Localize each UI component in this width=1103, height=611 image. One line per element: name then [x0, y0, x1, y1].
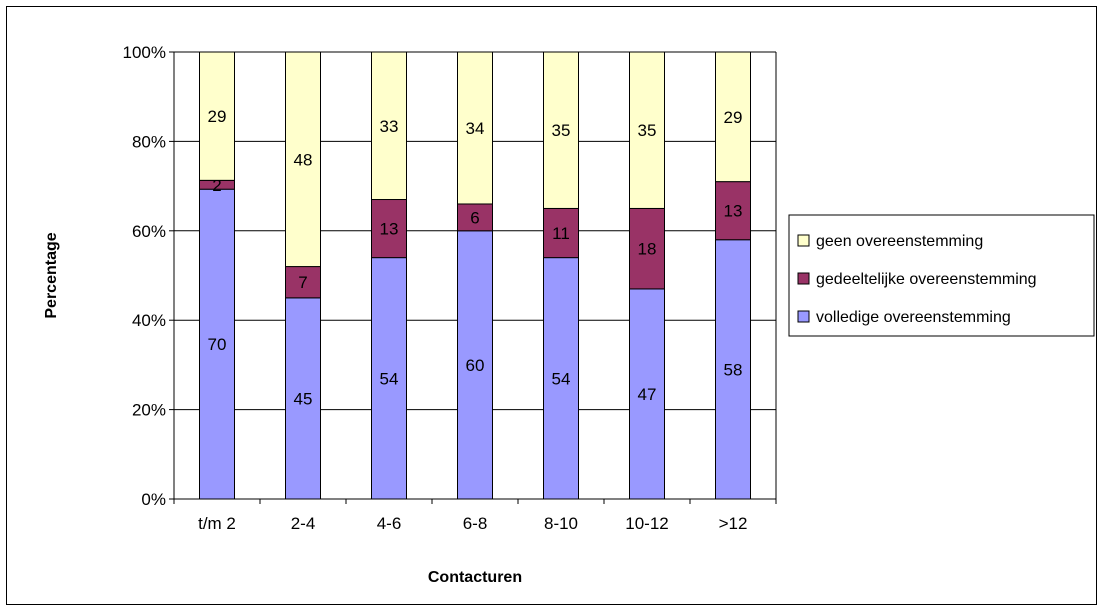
bar-segment — [285, 266, 321, 299]
bar-segment — [199, 51, 235, 181]
legend-swatch — [797, 310, 810, 323]
x-tick-label: 10-12 — [625, 514, 668, 533]
legend-box — [788, 214, 1095, 337]
legend-swatch — [797, 272, 810, 285]
data-label: 60 — [466, 356, 485, 375]
bar-segment — [371, 257, 407, 500]
data-label: 33 — [380, 117, 399, 136]
bar-segment — [371, 51, 407, 201]
y-tick-label: 80% — [132, 132, 166, 151]
y-axis-title: Percentage — [43, 232, 60, 318]
data-label: 47 — [638, 385, 657, 404]
x-tick-label: t/m 2 — [198, 514, 236, 533]
data-label: 18 — [638, 240, 657, 259]
data-label: 34 — [466, 119, 485, 138]
data-label: 13 — [380, 220, 399, 239]
legend-label: volledige overeenstemming — [816, 309, 1011, 326]
bar-segment — [715, 181, 751, 241]
y-tick-label: 0% — [141, 490, 166, 509]
y-tick-label: 40% — [132, 311, 166, 330]
bar-segment — [629, 288, 665, 500]
data-label: 48 — [294, 150, 313, 169]
bar-segment — [457, 230, 493, 500]
legend-label: gedeeltelijke overeenstemming — [816, 271, 1037, 288]
data-label: 11 — [552, 224, 570, 243]
x-tick-label: 4-6 — [377, 514, 402, 533]
x-tick-label: >12 — [719, 514, 748, 533]
data-label: 58 — [724, 360, 743, 379]
legend-label: geen overeenstemming — [816, 233, 983, 250]
data-label: 54 — [552, 369, 571, 388]
y-tick-label: 100% — [123, 43, 166, 62]
x-tick-label: 6-8 — [463, 514, 488, 533]
bar-segment — [285, 297, 321, 500]
bar-segment — [285, 51, 321, 268]
bar-segment — [543, 51, 579, 209]
x-tick-label: 2-4 — [291, 514, 316, 533]
data-label: 7 — [298, 273, 307, 292]
bar-segment — [629, 51, 665, 209]
data-label: 2 — [212, 176, 221, 195]
data-label: 54 — [380, 369, 399, 388]
data-label: 70 — [208, 335, 227, 354]
y-tick-label: 20% — [132, 401, 166, 420]
legend-swatch — [797, 234, 810, 247]
data-label: 29 — [208, 107, 227, 126]
x-axis-title: Contacturen — [428, 569, 522, 586]
bar-segment — [543, 207, 579, 259]
bar-segment — [629, 207, 665, 290]
bar-segment — [715, 239, 751, 500]
data-label: 6 — [470, 208, 479, 227]
data-label: 29 — [724, 108, 743, 127]
y-tick-label: 60% — [132, 222, 166, 241]
bar-segment — [457, 51, 493, 205]
data-label: 13 — [724, 202, 743, 221]
bar-segment — [371, 199, 407, 259]
data-label: 35 — [552, 121, 571, 140]
x-tick-label: 8-10 — [544, 514, 578, 533]
bar-segment — [715, 51, 751, 183]
data-label: 45 — [294, 389, 313, 408]
data-label: 35 — [638, 121, 657, 140]
